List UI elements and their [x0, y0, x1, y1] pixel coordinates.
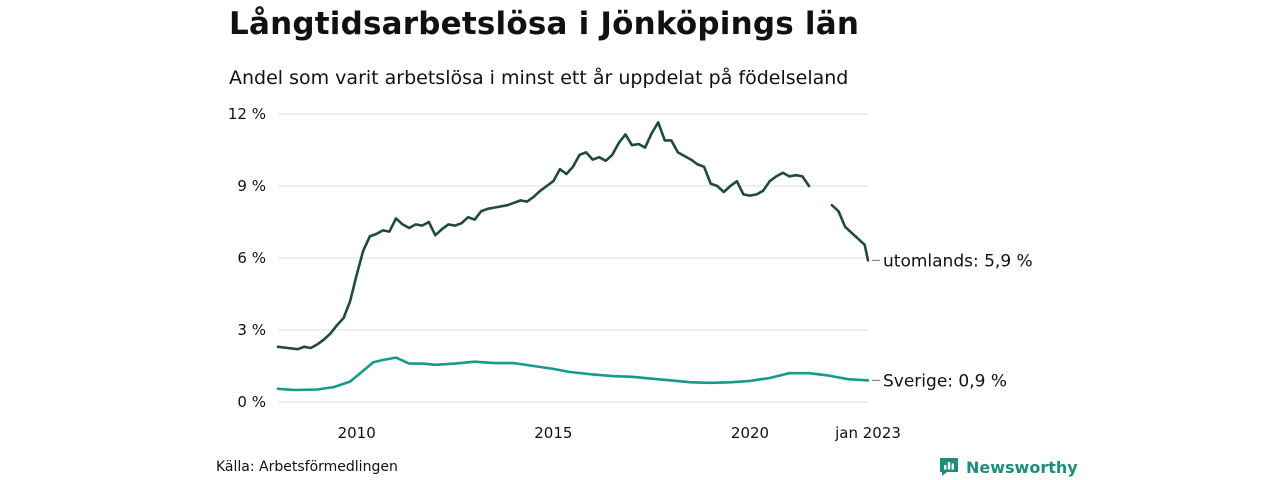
- x-tick-label: jan 2023: [834, 424, 901, 442]
- source-note: Källa: Arbetsförmedlingen: [216, 459, 398, 475]
- series-line-utomlands: [276, 121, 870, 351]
- y-tick-label: 3 %: [237, 321, 266, 339]
- chart-subtitle: Andel som varit arbetslösa i minst ett å…: [229, 67, 849, 89]
- series-end-label-utomlands: utomlands: 5,9 %: [883, 251, 1033, 271]
- y-tick-label: 9 %: [237, 177, 266, 195]
- y-tick-label: 6 %: [237, 249, 266, 267]
- newsworthy-icon: [940, 458, 958, 476]
- series-line-sverige: [276, 356, 870, 392]
- tick-labels: 0 % 3 % 6 % 9 % 12 % 2010 2015 2020 jan 2023 utom…: [228, 105, 1033, 442]
- y-tick-label: 12 %: [228, 105, 266, 123]
- y-tick-label: 0 %: [237, 393, 266, 411]
- x-tick-label: 2015: [534, 424, 572, 442]
- chart-title: Långtidsarbetslösa i Jönköpings län: [229, 6, 860, 42]
- brand-name: Newsworthy: [966, 457, 1078, 477]
- gridlines: [278, 113, 868, 403]
- series-lines: [276, 121, 880, 392]
- x-tick-label: 2020: [731, 424, 769, 442]
- series-end-label-sverige: Sverige: 0,9 %: [883, 371, 1007, 391]
- x-tick-label: 2010: [338, 424, 376, 442]
- brand-logo: Newsworthy: [938, 456, 1078, 478]
